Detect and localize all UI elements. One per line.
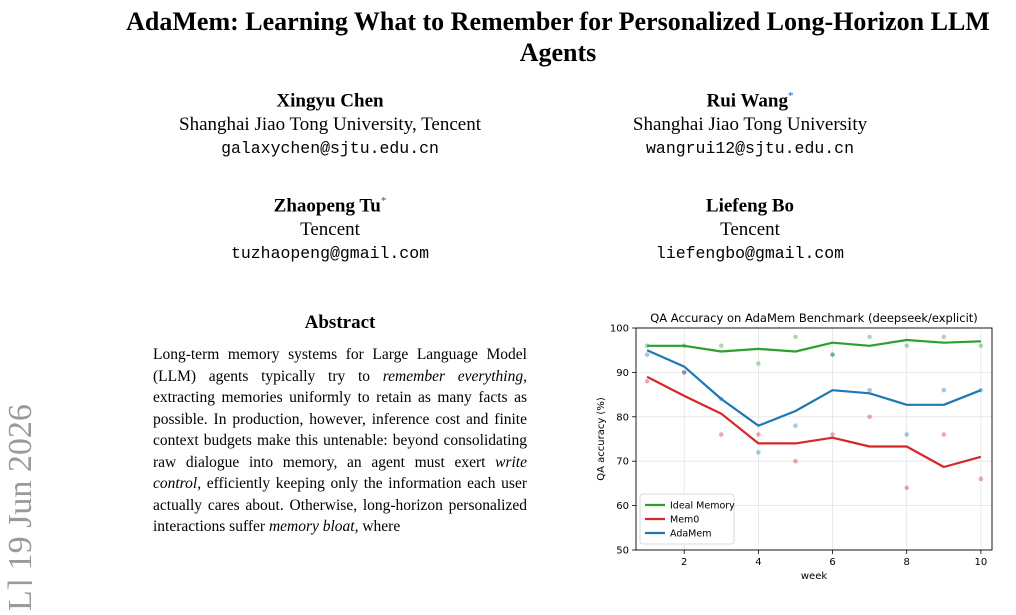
arxiv-side-stamp: L] 19 Jun 2026 <box>0 345 32 615</box>
abstract-emphasis: write control <box>153 453 527 493</box>
data-point <box>978 343 984 349</box>
y-tick-label: 100 <box>610 324 629 335</box>
series-line <box>646 375 982 469</box>
x-tick-label: 8 <box>904 557 910 568</box>
y-tick-label: 60 <box>616 501 629 512</box>
abstract-text: , extracting memories uniformly to retai… <box>153 367 527 471</box>
data-point <box>644 352 650 357</box>
author-name: Liefeng Bo <box>705 195 795 217</box>
data-point <box>756 432 761 437</box>
data-point <box>978 476 984 482</box>
arxiv-stamp-text: L] 19 Jun 2026 <box>2 404 32 611</box>
legend-label: AdaMem <box>670 529 711 540</box>
legend-box <box>639 493 735 545</box>
data-point <box>941 432 947 437</box>
y-tick-label: 50 <box>616 546 629 557</box>
data-point <box>867 334 872 340</box>
data-point <box>644 378 650 384</box>
data-point <box>756 361 761 366</box>
chart-legend: Ideal Memory Mem0 AdaMem <box>639 493 735 545</box>
legend-label: Ideal Memory <box>670 501 735 512</box>
chart-axes <box>635 327 993 551</box>
author-affiliation: Shanghai Jiao Tong University <box>632 114 868 136</box>
author-block-2: Rui Wang* Shanghai Jiao Tong University … <box>600 84 900 161</box>
series-line <box>647 338 981 353</box>
legend-label: Mem0 <box>670 515 699 526</box>
author-affiliation: Tencent <box>300 219 360 241</box>
data-point <box>867 387 872 393</box>
abstract-emphasis: memory bloat <box>268 518 355 535</box>
chart-points <box>644 334 984 491</box>
data-point <box>830 352 835 357</box>
data-point <box>793 334 798 340</box>
chart-ticks: 2 4 6 8 10 50 60 70 80 90 100 <box>610 324 987 569</box>
author-mark[interactable]: * <box>788 90 794 102</box>
author-name: Rui Wang <box>706 90 789 112</box>
paper-title: AdaMem: Learning What to Remember for Pe… <box>126 7 990 67</box>
author-name: Xingyu Chen <box>276 90 384 112</box>
chart-lines <box>646 338 982 469</box>
plot-frame <box>635 327 993 551</box>
data-point <box>681 370 687 375</box>
y-tick-label: 90 <box>616 368 629 379</box>
data-point <box>830 432 835 437</box>
author-block-1: Xingyu Chen Shanghai Jiao Tong Universit… <box>140 84 520 161</box>
y-tick-label: 70 <box>616 457 629 468</box>
data-point <box>904 432 910 437</box>
abstract-heading: Abstract <box>304 312 376 333</box>
author-email[interactable]: wangrui12@sjtu.edu.cn <box>646 139 854 159</box>
y-tick-label: 80 <box>616 412 629 423</box>
y-axis-label: QA accuracy (%) <box>596 397 607 481</box>
abstract-text: Long-term memory systems for Large Langu… <box>153 346 527 385</box>
data-point <box>793 423 798 428</box>
data-point <box>681 370 687 375</box>
author-block-4: Liefeng Bo Tencent liefengbo@gmail.com <box>610 189 890 266</box>
author-email[interactable]: tuzhaopeng@gmail.com <box>230 244 430 264</box>
author-affiliation: Shanghai Jiao Tong University, Tencent <box>179 114 481 136</box>
data-point <box>867 414 872 420</box>
author-email[interactable]: liefengbo@gmail.com <box>655 244 845 264</box>
data-point <box>718 343 724 349</box>
x-tick-label: 4 <box>755 557 761 568</box>
data-point <box>756 450 761 455</box>
abstract-body: Long-term memory systems for Large Langu… <box>153 344 527 538</box>
author-mark[interactable]: * <box>380 195 387 207</box>
data-point <box>718 432 724 437</box>
abstract-emphasis: remember everything <box>382 367 524 385</box>
abstract-paragraph: Long-term memory systems for Large Langu… <box>153 344 527 538</box>
x-axis-label: week <box>801 571 827 582</box>
data-point <box>904 343 910 349</box>
x-tick-label: 2 <box>681 557 687 568</box>
data-point <box>941 387 947 393</box>
data-point <box>904 485 910 491</box>
data-point <box>941 334 947 340</box>
data-point <box>830 352 835 357</box>
author-name: Zhaopeng Tu <box>273 195 381 217</box>
chart-title: QA Accuracy on AdaMem Benchmark (deepsee… <box>650 311 978 325</box>
data-point <box>793 458 798 464</box>
qa-accuracy-chart: 2 4 6 8 10 50 60 70 80 90 100 Ideal Memory Mem0 AdaM… <box>596 311 993 582</box>
author-affiliation: Tencent <box>720 219 780 241</box>
abstract-text: , efficiently keeping only the informati… <box>153 475 527 535</box>
author-email[interactable]: galaxychen@sjtu.edu.cn <box>221 139 439 159</box>
abstract-text: , where <box>354 518 401 535</box>
series-line <box>646 349 982 427</box>
x-tick-label: 6 <box>829 557 835 568</box>
x-tick-label: 10 <box>975 557 988 568</box>
author-block-3: Zhaopeng Tu* Tencent tuzhaopeng@gmail.co… <box>190 189 470 266</box>
